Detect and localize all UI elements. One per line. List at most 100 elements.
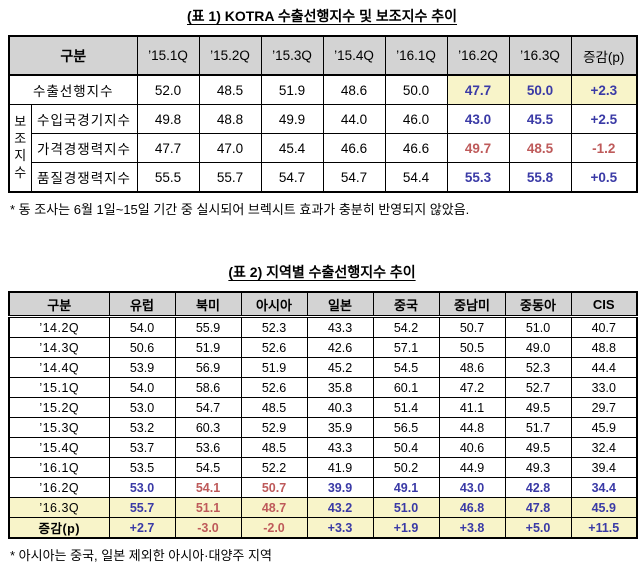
table2-row-label-4: ’15.2Q [8,397,110,418]
table2-cell-0-6: 51.0 [504,316,572,338]
table1-cell-0-5: 47.7 [446,74,510,105]
table2-cell-1-1: 51.9 [174,337,242,358]
table1-col-header-0: ’15.1Q [136,35,200,76]
table2-corner-header: 구분 [8,291,110,318]
table2-col-header-4: 중국 [372,291,440,318]
table2-row-8: ’16.2Q 53.0 54.1 50.7 39.9 49.1 43.0 42.8 34.4 [8,477,638,498]
table1-row-label-1: 수입국경기지수 [30,104,138,134]
table1-cell-2-3: 46.6 [322,133,386,163]
table2-cell-9-1: 51.1 [174,497,242,518]
table2-row-label-0: ’14.2Q [8,316,110,338]
table2-cell-6-4: 50.4 [372,437,440,458]
table2-cell-10-2: -2.0 [240,517,308,539]
table2-regional-index: 구분 유럽 북미 아시아 일본 중국 중남미 중동아 CIS ’14.2Q 54.0 55.9 52… [8,291,638,539]
table2-cell-6-1: 53.6 [174,437,242,458]
table2-cell-8-3: 39.9 [306,477,374,498]
table2-col-header-2: 아시아 [240,291,308,318]
table2-cell-9-3: 43.2 [306,497,374,518]
table2-cell-3-1: 58.6 [174,377,242,398]
table1-cell-0-6: 50.0 [508,74,572,105]
table1-cell-2-5: 49.7 [446,133,510,163]
table2-cell-8-1: 54.1 [174,477,242,498]
table2-cell-4-5: 41.1 [438,397,506,418]
table2-cell-3-5: 47.2 [438,377,506,398]
table1-cell-2-1: 47.0 [198,133,262,163]
table2-cell-2-4: 54.5 [372,357,440,378]
table2-row-label-8: ’16.2Q [8,477,110,498]
table1-cell-0-2: 51.9 [260,74,324,105]
table2-cell-4-0: 53.0 [108,397,176,418]
table1-cell-3-5: 55.3 [446,162,510,193]
table1-cell-1-1: 48.8 [198,104,262,134]
table1-title-text: (표 1) KOTRA 수출선행지수 및 보조지수 추이 [186,8,458,24]
table2-cell-5-4: 56.5 [372,417,440,438]
table2-cell-1-4: 57.1 [372,337,440,358]
table2-cell-2-6: 52.3 [504,357,572,378]
table2-cell-0-0: 54.0 [108,316,176,338]
table2-row-5: ’15.3Q 53.2 60.3 52.9 35.9 56.5 44.8 51.7 45.9 [8,417,638,438]
table1-cell-0-4: 50.0 [384,74,448,105]
table2-row-3: ’15.1Q 54.0 58.6 52.6 35.8 60.1 47.2 52.7 33.0 [8,377,638,398]
table1-col-header-5: ’16.2Q [446,35,510,76]
table2-cell-2-0: 53.9 [108,357,176,378]
table2-cell-9-2: 48.7 [240,497,308,518]
table2-cell-7-3: 41.9 [306,457,374,478]
table2-cell-0-1: 55.9 [174,316,242,338]
table1-cell-2-7: -1.2 [570,133,638,163]
table2-cell-7-1: 54.5 [174,457,242,478]
table2-cell-10-7: +11.5 [570,517,638,539]
table2-col-header-7: CIS [570,291,638,318]
table2-cell-10-4: +1.9 [372,517,440,539]
table2-row-label-6: ’15.4Q [8,437,110,458]
table2-cell-10-0: +2.7 [108,517,176,539]
table2-cell-3-3: 35.8 [306,377,374,398]
table2-cell-1-3: 42.6 [306,337,374,358]
table1-footnote: * 동 조사는 6월 1일~15일 기간 중 실시되어 브렉시트 효과가 충분히… [10,202,470,217]
table2-cell-0-7: 40.7 [570,316,638,338]
table1-col-header-7: 증감(p) [570,35,638,76]
table1-row-label-0: 수출선행지수 [8,74,138,105]
table1-row-label-2: 가격경쟁력지수 [30,133,138,163]
table2-cell-6-7: 32.4 [570,437,638,458]
table2-cell-0-4: 54.2 [372,316,440,338]
table1-title: (표 1) KOTRA 수출선행지수 및 보조지수 추이 [8,6,636,26]
table1-cell-3-7: +0.5 [570,162,638,193]
table2-cell-9-0: 55.7 [108,497,176,518]
table2-title-text: (표 2) 지역별 수출선행지수 추이 [228,264,416,280]
table2-footnote: * 아시아는 중국, 일본 제외한 아시아·대양주 지역 [10,548,272,563]
table2-row-label-1: ’14.3Q [8,337,110,358]
table2-cell-4-4: 51.4 [372,397,440,418]
table2-cell-3-6: 52.7 [504,377,572,398]
table2-cell-6-5: 40.6 [438,437,506,458]
table2-cell-1-2: 52.6 [240,337,308,358]
table2-cell-0-3: 43.3 [306,316,374,338]
table1-cell-1-6: 45.5 [508,104,572,134]
table2-cell-3-7: 33.0 [570,377,638,398]
table1-row-2: 가격경쟁력지수 47.7 47.0 45.4 46.6 46.6 49.7 48.5 -1.2 [9,133,638,163]
table2-row-6: ’15.4Q 53.7 53.6 48.5 43.3 50.4 40.6 49.5 32.4 [8,437,638,458]
table2-cell-2-7: 44.4 [570,357,638,378]
table2-cell-6-0: 53.7 [108,437,176,458]
table2-header-row: 구분 유럽 북미 아시아 일본 중국 중남미 중동아 CIS [8,291,638,318]
table1-cell-2-2: 45.4 [260,133,324,163]
table1-row-0: 수출선행지수 52.0 48.5 51.9 48.6 50.0 47.7 50.0 +2.3 [8,74,638,105]
table2-row-2: ’14.4Q 53.9 56.9 51.9 45.2 54.5 48.6 52.3 44.4 [8,357,638,378]
table2-cell-0-5: 50.7 [438,316,506,338]
table2-row-label-9: ’16.3Q [8,497,110,518]
table2-cell-4-7: 29.7 [570,397,638,418]
table2-cell-2-2: 51.9 [240,357,308,378]
table2-cell-9-5: 46.8 [438,497,506,518]
table2-cell-1-0: 50.6 [108,337,176,358]
table2-row-label-5: ’15.3Q [8,417,110,438]
table1-cell-1-3: 44.0 [322,104,386,134]
table2-cell-7-2: 52.2 [240,457,308,478]
table2-col-header-6: 중동아 [504,291,572,318]
table2-cell-9-4: 51.0 [372,497,440,518]
table2-cell-7-5: 44.9 [438,457,506,478]
table2-cell-1-7: 48.8 [570,337,638,358]
table1-cell-3-1: 55.7 [198,162,262,193]
table2-cell-4-6: 49.5 [504,397,572,418]
table2-cell-8-5: 43.0 [438,477,506,498]
table1-cell-2-6: 48.5 [508,133,572,163]
